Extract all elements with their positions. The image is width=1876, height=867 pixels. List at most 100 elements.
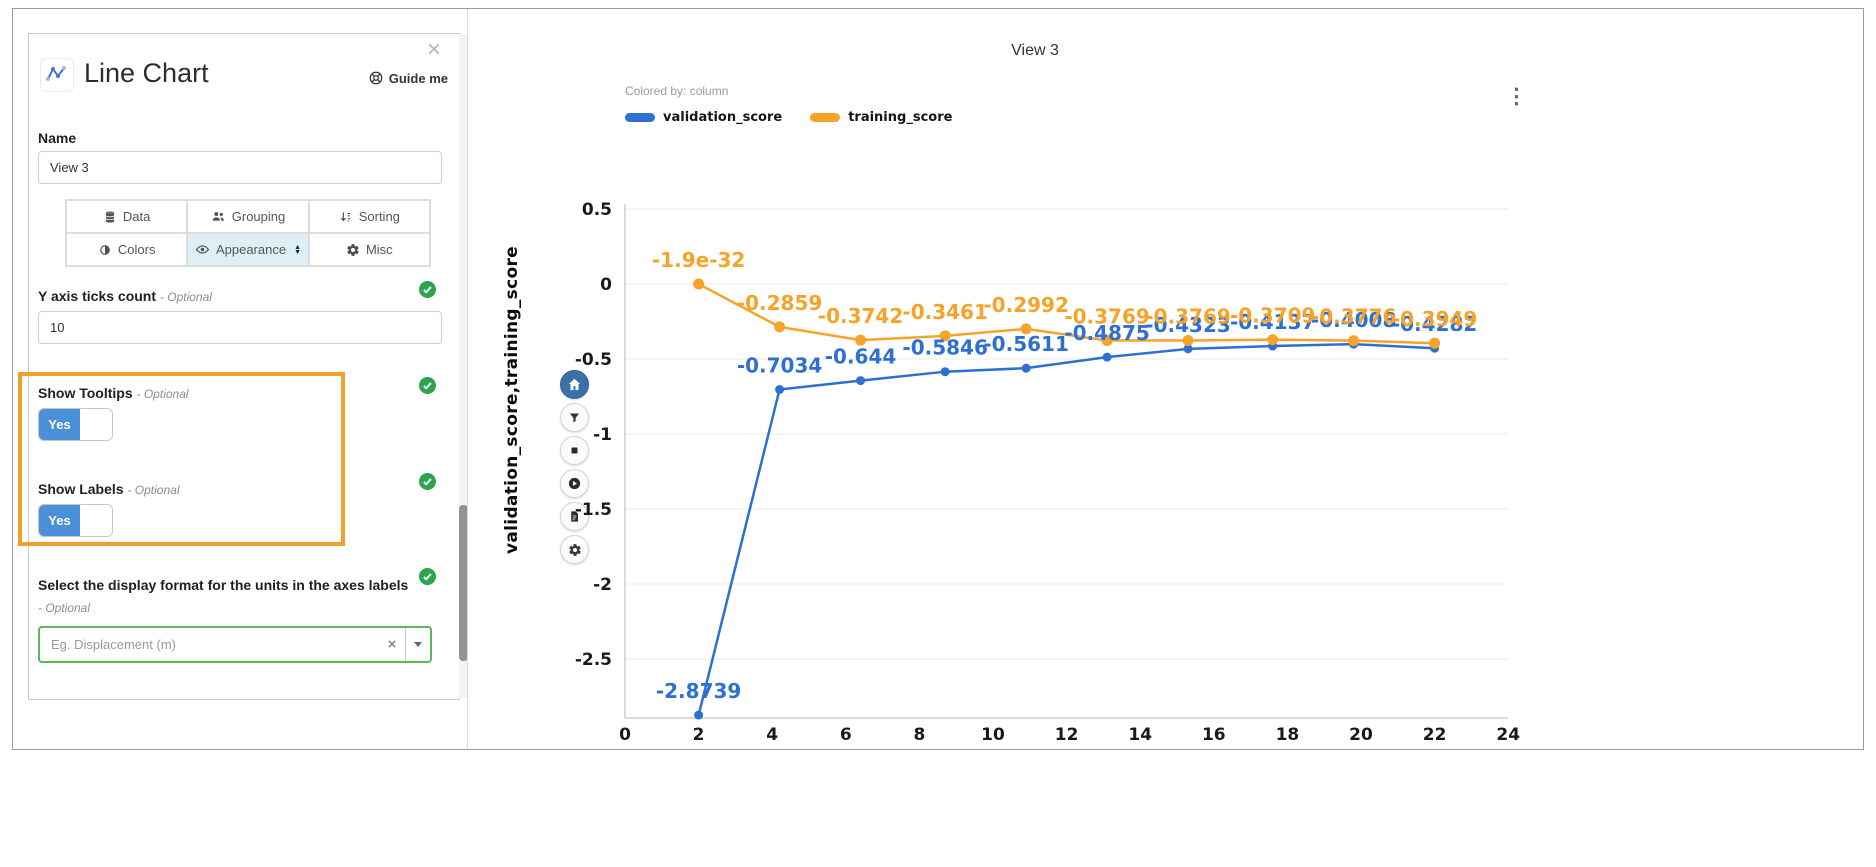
valid-check-icon — [419, 281, 436, 298]
data-point[interactable] — [775, 385, 785, 395]
y-ticks-input[interactable] — [38, 311, 442, 344]
reorder-arrows-icon[interactable]: ▲ ▼ — [294, 243, 302, 256]
toggle-off-area[interactable] — [80, 505, 112, 536]
tab-grouping[interactable]: Grouping — [187, 200, 309, 233]
show-labels-label-text: Show Labels — [38, 481, 124, 497]
tab-label: Colors — [117, 242, 156, 257]
data-point[interactable] — [694, 710, 704, 720]
line-zigzag-icon — [46, 66, 66, 81]
people-icon — [212, 212, 224, 221]
tab-label: Misc — [365, 242, 393, 257]
colored-by-text: Colored by: column — [625, 84, 729, 98]
show-labels-toggle[interactable]: Yes — [38, 504, 113, 537]
name-label: Name — [38, 130, 77, 146]
legend-label: training_score — [848, 110, 953, 125]
data-point[interactable] — [1021, 363, 1031, 373]
toggle-off-area[interactable] — [80, 409, 112, 440]
data-point[interactable] — [1348, 335, 1360, 347]
chart-legend: validation_score training_score — [625, 110, 952, 125]
scrollbar-thumb[interactable] — [459, 505, 468, 661]
play-icon — [568, 477, 581, 490]
settings-button[interactable] — [560, 535, 589, 564]
optional-text: - Optional — [38, 601, 91, 615]
data-point[interactable] — [1102, 352, 1112, 362]
data-point[interactable] — [940, 367, 950, 377]
home-button[interactable] — [560, 370, 589, 399]
data-point[interactable] — [693, 278, 705, 290]
tab-label: Sorting — [358, 209, 400, 224]
legend-swatch — [625, 113, 655, 122]
home-icon — [568, 378, 581, 391]
y-ticks-label: Y axis ticks count - Optional — [38, 288, 212, 304]
show-labels-label: Show Labels - Optional — [38, 481, 180, 497]
data-point[interactable] — [1182, 335, 1194, 347]
settings-tab-grid: Data Grouping Sorting Colors Appearance … — [65, 199, 431, 267]
stop-button[interactable] — [560, 436, 589, 465]
play-button[interactable] — [560, 469, 589, 498]
contrast-icon — [100, 244, 110, 255]
y-ticks-label-text: Y axis ticks count — [38, 288, 157, 304]
data-point[interactable] — [855, 334, 867, 346]
tab-label: Appearance — [215, 242, 287, 257]
show-tooltips-label: Show Tooltips - Optional — [38, 385, 189, 401]
data-point[interactable] — [774, 321, 786, 333]
toggle-on-label[interactable]: Yes — [39, 409, 80, 440]
clear-selection-icon[interactable]: × — [387, 636, 397, 653]
optional-text: - Optional — [127, 483, 180, 497]
display-format-label-text: Select the display format for the units … — [38, 577, 409, 593]
sort-icon — [340, 211, 351, 222]
tab-label: Data — [122, 209, 151, 224]
display-format-select[interactable]: Eg. Displacement (m) × — [38, 626, 432, 663]
tab-misc[interactable]: Misc — [308, 233, 430, 266]
tab-appearance[interactable]: Appearance ▲ ▼ — [187, 233, 309, 266]
panel-title: Line Chart — [84, 58, 209, 88]
tab-sorting[interactable]: Sorting — [308, 200, 430, 233]
close-icon[interactable]: × — [427, 36, 442, 63]
valid-check-icon — [419, 473, 436, 490]
kebab-menu-icon[interactable]: ⋮ — [1506, 85, 1527, 108]
data-point[interactable] — [939, 330, 951, 342]
panel-divider — [467, 9, 468, 749]
data-point[interactable] — [1183, 344, 1193, 354]
guide-me-label: Guide me — [388, 70, 448, 86]
show-tooltips-toggle[interactable]: Yes — [38, 408, 113, 441]
data-point[interactable] — [1429, 337, 1441, 349]
guide-me-button[interactable]: Guide me — [340, 70, 448, 86]
valid-check-icon — [419, 377, 436, 394]
database-icon — [105, 210, 115, 223]
tab-label: Grouping — [231, 209, 286, 224]
data-point[interactable] — [1020, 323, 1032, 335]
report-button[interactable] — [560, 502, 589, 531]
line-chart-config-panel — [28, 33, 460, 700]
panel-scrollbar[interactable] — [459, 34, 468, 698]
legend-swatch — [810, 113, 841, 122]
legend-item[interactable]: training_score — [810, 110, 952, 125]
legend-item[interactable]: validation_score — [625, 110, 782, 125]
select-dropdown-button[interactable] — [405, 628, 430, 661]
optional-text: - Optional — [159, 290, 212, 304]
filter-button[interactable] — [560, 403, 589, 432]
show-tooltips-label-text: Show Tooltips — [38, 385, 133, 401]
toggle-on-label[interactable]: Yes — [39, 505, 80, 536]
stop-icon — [571, 447, 578, 454]
select-placeholder: Eg. Displacement (m) — [51, 637, 176, 652]
chart-title: View 3 — [1011, 42, 1059, 59]
settings-gear-icon — [568, 543, 581, 556]
valid-check-icon — [419, 568, 436, 585]
data-point[interactable] — [1101, 335, 1113, 347]
eye-icon — [195, 245, 210, 254]
lifebuoy-icon — [369, 71, 383, 85]
tab-colors[interactable]: Colors — [66, 233, 188, 266]
chevron-down-icon — [414, 642, 422, 647]
legend-label: validation_score — [663, 110, 783, 125]
optional-text: - Optional — [136, 387, 189, 401]
report-icon — [571, 511, 579, 522]
data-point[interactable] — [1267, 334, 1279, 346]
data-point[interactable] — [856, 376, 866, 386]
filter-icon — [569, 413, 580, 423]
name-input[interactable] — [38, 151, 442, 184]
y-axis-label: validation_score,training_score — [502, 246, 522, 554]
line-chart-icon — [40, 58, 74, 92]
tab-data[interactable]: Data — [66, 200, 188, 233]
